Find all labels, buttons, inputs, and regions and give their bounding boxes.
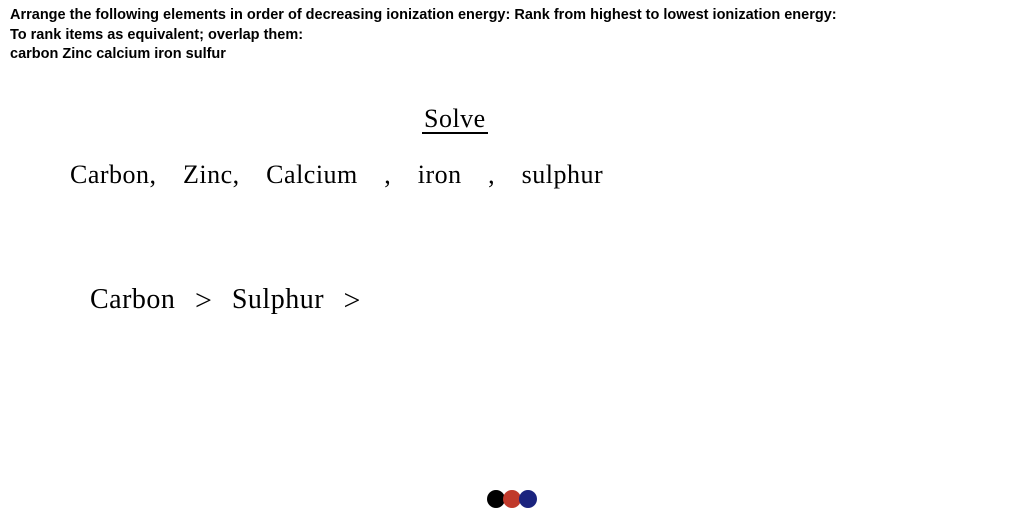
solve-heading: Solve bbox=[422, 105, 488, 134]
handwritten-ranking: Carbon > Sulphur > bbox=[90, 282, 367, 316]
rank-item-1: Carbon bbox=[90, 284, 175, 315]
dot-blue[interactable] bbox=[519, 490, 537, 508]
rank-item-2: Sulphur bbox=[232, 284, 324, 315]
greater-than-2: > bbox=[338, 284, 367, 318]
question-line-2: To rank items as equivalent; overlap the… bbox=[10, 26, 1014, 46]
question-line-3: carbon Zinc calcium iron sulfur bbox=[10, 45, 1014, 65]
solve-heading-wrap: Solve bbox=[422, 104, 488, 134]
handwritten-elements-list: Carbon, Zinc, Calcium , iron , sulphur bbox=[70, 160, 603, 190]
question-block: Arrange the following elements in order … bbox=[0, 0, 1024, 65]
greater-than-1: > bbox=[189, 284, 218, 318]
question-line-1: Arrange the following elements in order … bbox=[10, 6, 1014, 26]
color-picker-dots bbox=[488, 490, 536, 508]
